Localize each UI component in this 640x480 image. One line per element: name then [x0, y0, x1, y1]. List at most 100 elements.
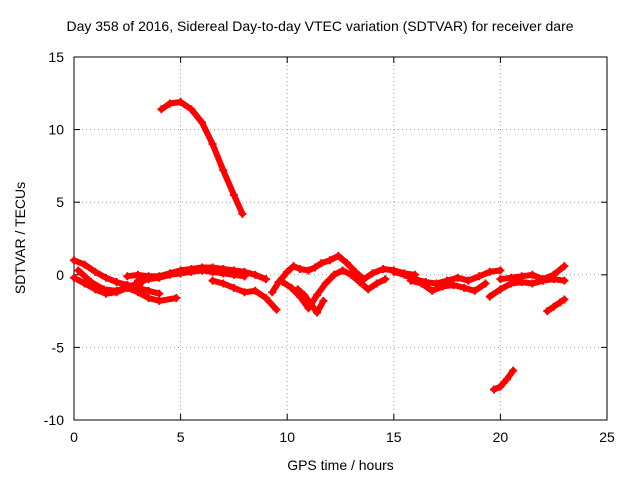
data-point [517, 272, 526, 281]
data-point [278, 278, 287, 287]
data-point [165, 270, 174, 279]
data-point [208, 276, 217, 285]
series-line [544, 296, 568, 315]
data-point [91, 267, 100, 276]
data-point [251, 270, 260, 279]
data-point [496, 266, 505, 275]
data-point [406, 276, 415, 285]
data-point [80, 279, 89, 288]
data-point [313, 291, 322, 300]
data-point [80, 260, 89, 269]
data-point [310, 263, 319, 272]
data-point [400, 270, 409, 279]
data-point [268, 288, 277, 297]
data-point [176, 98, 185, 107]
data-point [368, 269, 377, 278]
data-point [389, 267, 398, 276]
data-point [112, 278, 121, 287]
data-point [470, 286, 479, 295]
data-point [338, 266, 347, 275]
grid [74, 57, 607, 420]
y-tick-label: 10 [48, 122, 64, 138]
data-point [364, 285, 373, 294]
y-tick-label: -10 [44, 412, 64, 428]
series-arc-mid-4 [268, 251, 420, 297]
data-point [549, 270, 558, 279]
series-arc-late-4 [496, 262, 569, 284]
data-point [155, 273, 164, 282]
series-arc-low-1 [490, 366, 518, 394]
data-point [208, 140, 217, 149]
data-point [507, 273, 516, 282]
data-point [496, 382, 505, 391]
data-point [74, 266, 83, 275]
data-point [304, 266, 313, 275]
data-point [208, 267, 217, 276]
data-point [428, 286, 437, 295]
y-tick-label: 5 [56, 194, 64, 210]
x-tick-label: 25 [599, 429, 615, 445]
series-arc-high [157, 98, 247, 218]
data-point [460, 283, 469, 292]
data-point [229, 283, 238, 292]
data-point [240, 288, 249, 297]
data-point [560, 262, 569, 271]
data-point [219, 279, 228, 288]
data-point [355, 278, 364, 287]
data-point [187, 267, 196, 276]
chart-title: Day 358 of 2016, Sidereal Day-to-day VTE… [66, 18, 574, 34]
data-point [87, 278, 96, 287]
data-point [99, 285, 108, 294]
data-point [381, 275, 390, 284]
data-point [539, 275, 548, 284]
data-point [490, 385, 499, 394]
data-point [342, 259, 351, 268]
data-point [306, 299, 315, 308]
data-point [496, 275, 505, 284]
data-point [240, 272, 249, 281]
data-point [317, 259, 326, 268]
data-point [144, 275, 153, 284]
data-point [313, 308, 322, 317]
data-point [372, 279, 381, 288]
data-point [295, 264, 304, 273]
data-point [289, 262, 298, 271]
x-tick-label: 5 [177, 429, 185, 445]
data-point [379, 264, 388, 273]
series-arc-mid-2 [133, 266, 249, 285]
data-point [449, 280, 458, 289]
data-point [155, 296, 164, 305]
series-arc-mid-3 [208, 276, 281, 314]
series-arc-low-2 [543, 295, 569, 316]
plot-border [73, 56, 608, 421]
data-point [112, 286, 121, 295]
series-arc-mid-6 [293, 285, 328, 317]
data-point [417, 279, 426, 288]
series-arc-late-2 [406, 276, 490, 295]
data-point [485, 292, 494, 301]
data-point [123, 272, 132, 281]
data-point [438, 282, 447, 291]
data-point [293, 285, 302, 294]
data-point [509, 366, 518, 375]
data-point [543, 307, 552, 316]
data-point [556, 298, 565, 307]
data-point [283, 267, 292, 276]
data-point [464, 276, 473, 285]
data-point [125, 282, 134, 291]
data-point [133, 288, 142, 297]
y-tick-label: 0 [56, 267, 64, 283]
data-point [155, 289, 164, 298]
data-point [321, 279, 330, 288]
data-point [144, 294, 153, 303]
data-point [347, 270, 356, 279]
data-point [238, 209, 247, 218]
x-tick-label: 10 [279, 429, 295, 445]
data-point [549, 302, 558, 311]
data-point [330, 270, 339, 279]
data-series [70, 98, 569, 394]
data-point [157, 105, 166, 114]
x-tick-label: 15 [386, 429, 402, 445]
data-point [165, 99, 174, 108]
